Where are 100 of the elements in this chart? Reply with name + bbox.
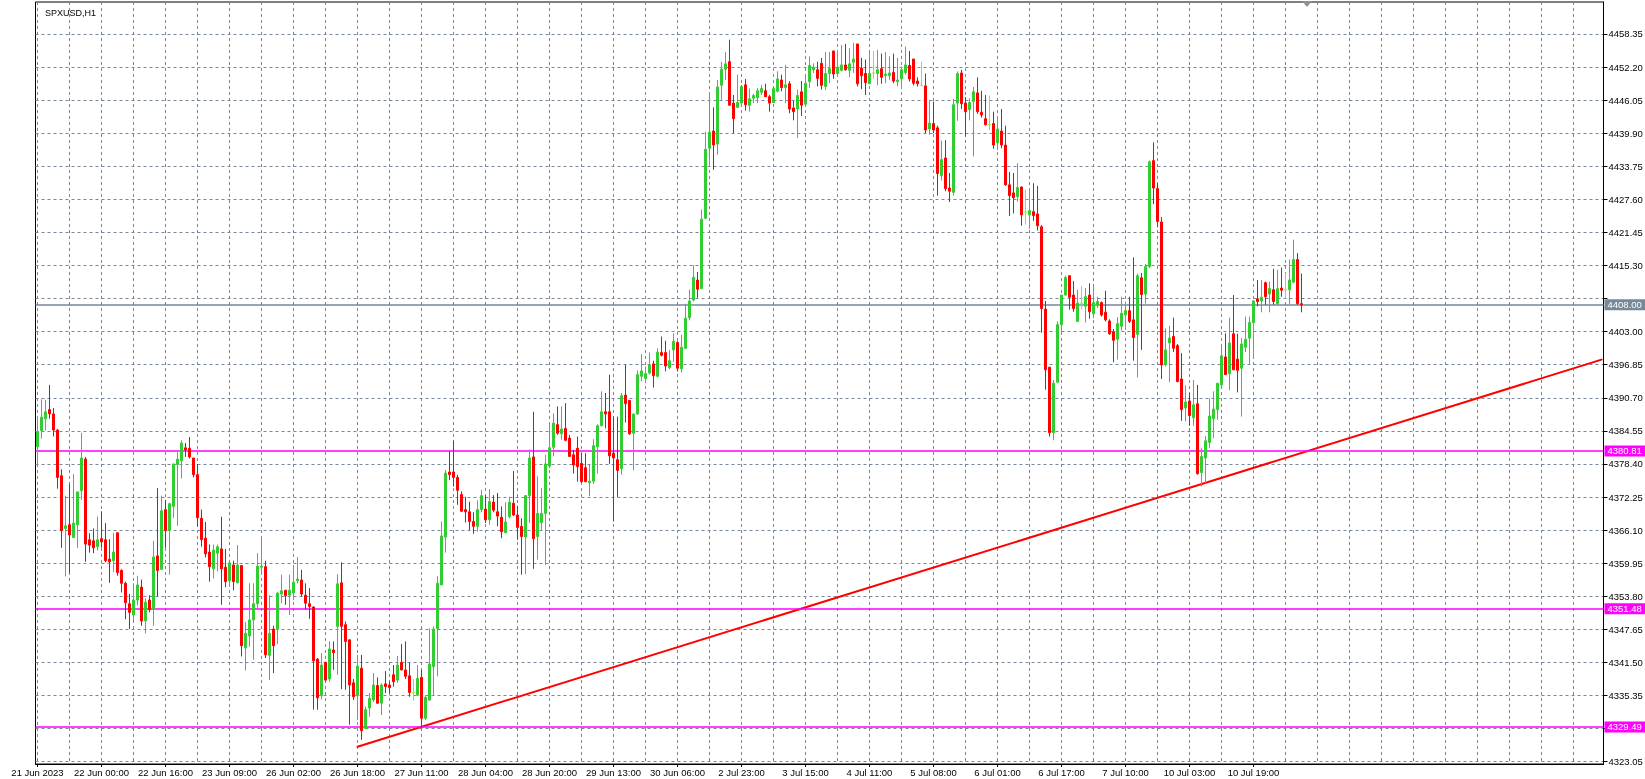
y-tick-label: 4323.05 <box>1608 756 1643 768</box>
candlestick <box>1140 272 1143 351</box>
candlestick <box>940 140 943 182</box>
candlestick <box>1016 162 1019 203</box>
candlestick <box>264 560 267 659</box>
candlestick <box>844 43 847 72</box>
y-tick-label: 4347.65 <box>1608 623 1643 635</box>
candlestick <box>836 49 839 77</box>
x-tick-label: 28 Jun 04:00 <box>458 766 513 778</box>
candlestick <box>808 55 811 89</box>
candlestick <box>924 73 927 134</box>
y-tick-label: 4433.75 <box>1608 160 1643 172</box>
candlestick <box>1028 187 1031 230</box>
x-tick-label: 29 Jun 13:00 <box>586 766 641 778</box>
text: SPXUSD,H1 <box>45 7 97 18</box>
candlestick <box>324 661 327 683</box>
candlestick <box>804 74 807 106</box>
candlestick <box>712 106 715 171</box>
candlestick <box>1260 279 1263 313</box>
x-tick-label: 10 Jul 03:00 <box>1163 766 1216 778</box>
candlestick <box>1188 392 1191 427</box>
candlestick <box>576 436 579 483</box>
candlestick <box>1256 279 1259 307</box>
candlestick <box>328 640 331 683</box>
candlestick <box>780 74 783 92</box>
candlestick <box>80 432 83 501</box>
y-tick-label: 4366.10 <box>1608 524 1643 536</box>
candlestick <box>484 494 487 524</box>
candlestick <box>284 589 287 606</box>
candlestick <box>496 492 499 527</box>
candlestick <box>1080 285 1083 311</box>
candlestick <box>396 655 399 684</box>
candlestick <box>1088 282 1091 320</box>
candlestick <box>1280 267 1283 298</box>
candlestick <box>1024 189 1027 226</box>
candlestick <box>620 392 623 476</box>
candlestick <box>696 271 699 299</box>
candlestick <box>364 705 367 730</box>
candlestick <box>1196 384 1199 476</box>
candlestick <box>972 86 975 157</box>
candlestick <box>1036 185 1039 232</box>
candlestick <box>992 111 995 150</box>
candlestick <box>356 654 359 721</box>
candlestick <box>536 475 539 561</box>
candlestick <box>1052 379 1055 441</box>
candlestick <box>164 499 167 549</box>
candlestick <box>888 55 891 81</box>
candlestick <box>736 74 739 109</box>
candlestick <box>556 405 559 436</box>
candlestick <box>656 347 659 378</box>
candlestick <box>144 597 147 634</box>
candlestick <box>976 76 979 115</box>
candlestick <box>332 640 335 671</box>
candlestick <box>1068 275 1071 311</box>
candlestick <box>1228 317 1231 391</box>
candlestick <box>832 50 835 80</box>
x-tick-label: 3 Jul 15:00 <box>782 766 829 778</box>
candlestick <box>664 340 667 372</box>
ref-line-label: 4329.49 <box>1607 721 1642 733</box>
candlestick <box>784 64 787 104</box>
candlestick <box>1132 256 1135 362</box>
candlestick <box>800 80 803 117</box>
candlestick <box>140 579 143 627</box>
y-tick-label: 4439.90 <box>1608 127 1643 139</box>
candlestick <box>1284 272 1287 299</box>
candlestick <box>872 50 875 80</box>
candlestick <box>1124 301 1127 331</box>
candlestick <box>1136 273 1139 378</box>
candlestick <box>672 332 675 363</box>
candlestick <box>1020 185 1023 227</box>
x-tick-label: 26 Jun 02:00 <box>266 766 321 778</box>
candlestick <box>616 416 619 498</box>
candlestick <box>416 664 419 697</box>
ref-line-label: 4351.48 <box>1607 603 1642 615</box>
candlestick <box>228 562 231 588</box>
candlestick <box>848 47 851 78</box>
x-tick-label: 30 Jun 06:00 <box>650 766 705 778</box>
candlestick <box>716 79 719 156</box>
y-tick-label: 4372.25 <box>1608 491 1643 503</box>
candlestick <box>824 51 827 91</box>
x-tick-label: 23 Jun 09:00 <box>202 766 257 778</box>
candlestick <box>420 669 423 728</box>
x-tick-label: 27 Jun 11:00 <box>394 766 449 778</box>
candlestick <box>268 594 271 681</box>
candlestick <box>272 625 275 674</box>
candlestick <box>380 682 383 716</box>
x-tick-label: 4 Jul 11:00 <box>846 766 893 778</box>
candlestick <box>668 349 671 370</box>
candlestick <box>756 87 759 104</box>
y-tick-label: 4452.20 <box>1608 61 1643 73</box>
y-tick-label: 4458.35 <box>1608 28 1643 40</box>
y-tick-label: 4335.35 <box>1608 689 1643 701</box>
y-tick-label: 4384.55 <box>1608 425 1643 437</box>
candlestick <box>96 516 99 552</box>
candlestick <box>956 70 959 122</box>
candlestick <box>980 90 983 119</box>
candlestick <box>240 564 243 657</box>
candlestick <box>896 57 899 87</box>
candlestick <box>840 44 843 72</box>
candlestick <box>36 416 39 468</box>
